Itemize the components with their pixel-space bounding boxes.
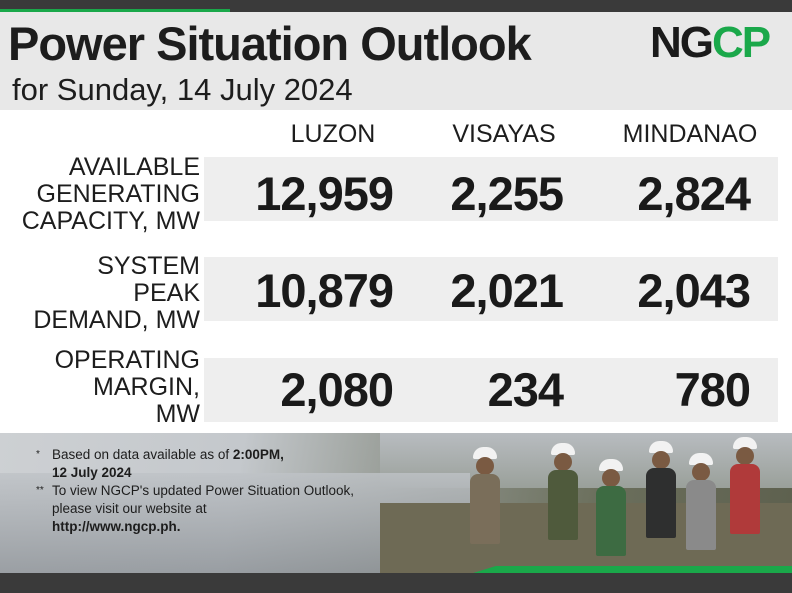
footnotes: * Based on data available as of 2:00PM, … (36, 446, 366, 536)
row-label-capacity: AVAILABLE GENERATING CAPACITY, MW (0, 154, 200, 235)
footnote-mark: * (36, 449, 40, 460)
row-label-demand: SYSTEM PEAK DEMAND, MW (0, 253, 200, 334)
value-capacity-luzon: 12,959 (255, 167, 394, 220)
column-header-luzon: LUZON (290, 120, 376, 148)
value-capacity-visayas: 2,255 (450, 167, 564, 220)
row-band-demand (204, 257, 778, 321)
row-label-line: OPERATING (54, 346, 200, 374)
value-margin-luzon: 2,080 (280, 363, 394, 416)
footnote-website: ** To view NGCP's updated Power Situatio… (36, 482, 366, 536)
header: Power Situation Outlook for Sunday, 14 J… (0, 12, 792, 110)
page-title: Power Situation Outlook (8, 17, 532, 70)
footnote-time: 2:00PM, (232, 447, 284, 462)
value-margin-mindanao: 780 (674, 363, 751, 416)
footnote-mark: ** (36, 485, 44, 496)
value-margin-visayas: 234 (487, 363, 564, 416)
footnote-date: 12 July 2024 (52, 465, 132, 480)
row-band-capacity (204, 157, 778, 221)
bottom-accent-stripe (470, 566, 792, 574)
photo-ground (380, 503, 792, 573)
row-band-margin (204, 358, 778, 422)
row-label-line: CAPACITY, MW (21, 207, 200, 235)
page-subtitle: for Sunday, 14 July 2024 (12, 72, 353, 107)
top-accent-stripe (0, 9, 230, 13)
logo-text-cp: CP (712, 18, 771, 67)
row-label-margin: OPERATING MARGIN, MW (0, 347, 200, 428)
ngcp-logo: NGCP (650, 18, 771, 68)
footnote-data-timestamp: * Based on data available as of 2:00PM, … (36, 446, 366, 482)
row-label-line: AVAILABLE (68, 153, 200, 181)
row-label-line: DEMAND, MW (33, 306, 200, 334)
row-label-line: PEAK (133, 279, 200, 307)
bottom-bar (0, 573, 792, 593)
value-demand-luzon: 10,879 (255, 264, 394, 317)
column-header-visayas: VISAYAS (452, 120, 556, 148)
value-demand-mindanao: 2,043 (637, 264, 751, 317)
website-link[interactable]: http://www.ngcp.ph. (52, 519, 181, 534)
row-label-line: MW (155, 400, 200, 428)
row-label-line: MARGIN, (93, 373, 200, 401)
row-label-line: GENERATING (36, 180, 200, 208)
field-crew-photo (0, 433, 792, 573)
logo-text-ng: NG (650, 18, 714, 67)
footnote-text: To view NGCP's updated Power Situation O… (52, 483, 354, 516)
row-label-line: SYSTEM (97, 252, 200, 280)
footnote-text: Based on data available as of (52, 447, 233, 462)
value-capacity-mindanao: 2,824 (637, 167, 751, 220)
column-header-mindanao: MINDANAO (622, 120, 758, 148)
value-demand-visayas: 2,021 (450, 264, 564, 317)
